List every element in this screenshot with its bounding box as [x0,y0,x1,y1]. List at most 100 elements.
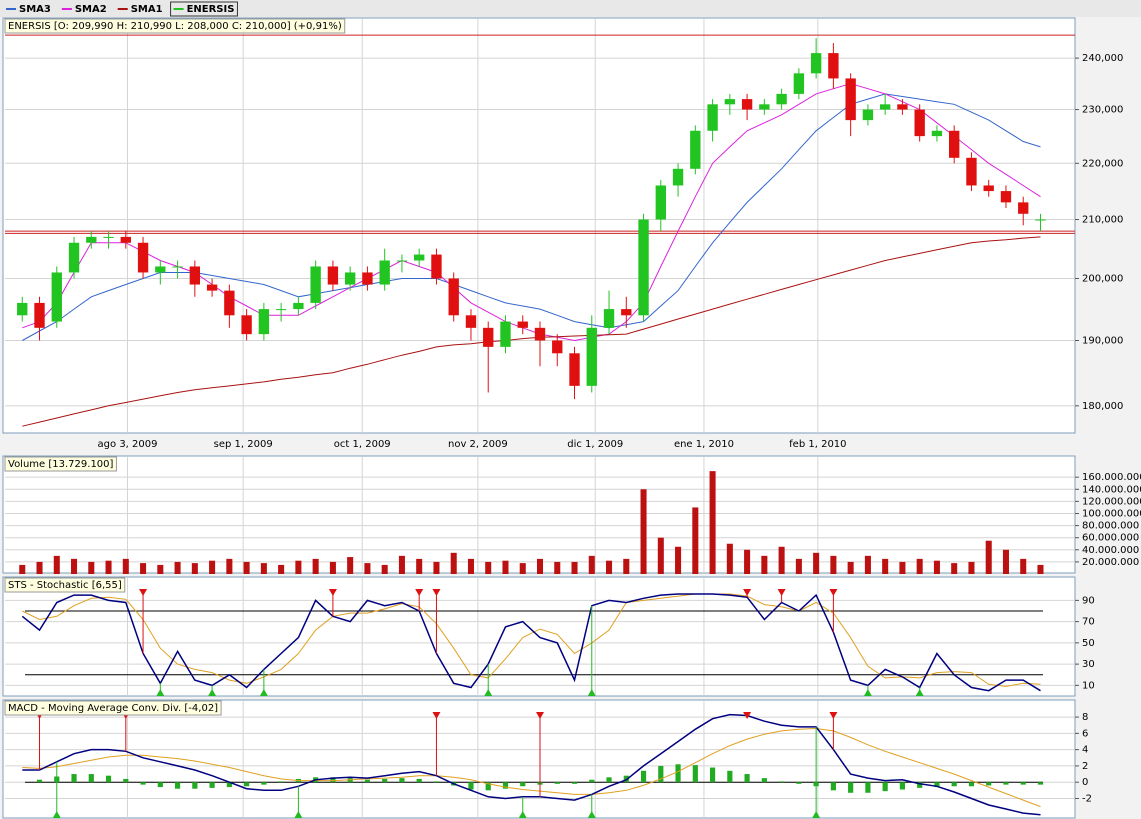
candle-body [707,104,718,131]
x-tick-label: ago 3, 2009 [98,439,158,450]
histogram-bar [244,782,250,787]
volume-bar [951,563,958,574]
volume-bar [830,555,837,574]
x-tick-label: nov 2, 2009 [448,439,508,450]
y-tick-label: 30 [1082,659,1095,670]
volume-bar [709,471,716,574]
candle-body [931,130,943,137]
volume-bar [416,558,423,574]
histogram-bar [330,777,336,783]
sma-line [22,236,1041,427]
candle-body [293,302,304,310]
histogram-bar [968,782,975,787]
histogram-bar [485,782,491,791]
candle-body [828,53,839,79]
candle-body [759,104,770,110]
volume-bar [985,540,992,574]
volume-bar [571,561,578,574]
y-tick-label: 2 [1082,761,1088,772]
candle-body [810,53,822,74]
candle-body [793,73,805,94]
volume-bar [588,555,595,574]
sell-signal [743,712,752,719]
histogram-bar [71,774,77,783]
candle-body [552,340,563,354]
histogram-bar [140,782,146,785]
candle-body [741,99,753,110]
volume-bar [968,561,975,574]
price-panel [2,17,1076,434]
y-tick-label: 80.000.000 [1082,521,1139,532]
panel-label-box [4,456,117,472]
x-tick-label: feb 1, 2010 [789,439,846,450]
histogram-bar [209,782,215,788]
buy-signal [915,689,924,696]
candle-body [966,157,977,186]
candle-body [379,260,390,285]
buy-signal [812,811,821,818]
candle-body [655,185,666,220]
candle-body [638,219,649,316]
sell-signal [139,589,148,596]
y-tick-label: 70 [1082,617,1095,628]
volume-bar [88,561,95,574]
candle-body [569,353,580,386]
candle-body [258,309,270,335]
volume-bar [209,560,216,574]
histogram-bar [899,782,906,790]
panel-label-box [4,18,346,34]
volume-bar [243,561,250,574]
buy-signal [156,689,165,696]
candle-body [34,302,45,328]
histogram-bar [416,778,422,783]
legend-label: ENERSIS [187,4,235,15]
candle-body [983,185,994,192]
volume-bar [140,563,147,574]
candle-body [344,272,356,285]
volume-bar [813,552,820,574]
histogram-bar [502,782,509,789]
y-tick-label: 50 [1082,638,1095,649]
volume-bar [519,563,526,574]
y-tick-label: 60.000.000 [1082,533,1139,544]
panel-label-box [4,577,126,593]
buy-signal [208,689,217,696]
histogram-bar [658,765,664,783]
sell-signal [743,589,752,596]
volume-bar [278,564,285,574]
volume-bar [36,561,43,574]
buy-signal [587,689,596,696]
histogram-bar [554,782,560,784]
volume-bar [536,558,544,574]
volume-bar [71,558,78,574]
volume-bar [744,549,751,574]
indicator-line [22,713,1041,816]
histogram-bar [1037,782,1044,785]
candle-body [897,104,908,110]
buy-signal [259,689,268,696]
candle-body [172,266,183,268]
panel-label: ENERSIS [O: 209,990 H: 210,990 L: 208,00… [8,21,342,32]
volume-bar [882,558,889,574]
y-tick-label: 4 [1082,745,1088,756]
volume-bar [606,560,613,574]
candle-body [776,93,787,105]
candle-body [396,260,408,262]
y-tick-label: 230,000 [1082,105,1123,116]
candle-body [327,266,339,285]
volume-bar [554,561,561,574]
volume-bar [933,560,940,574]
histogram-bar [692,765,698,783]
candle-body [103,236,114,238]
candle-body [86,236,97,243]
candle-body [362,272,373,285]
histogram-bar [865,782,871,793]
y-tick-label: 8 [1082,712,1088,723]
candle-body [1018,202,1029,214]
histogram-bar [727,770,733,783]
histogram-bar [36,779,43,783]
panel-label: Volume [13.729.100] [8,459,114,470]
histogram-bar [382,778,388,783]
volume-bar [122,558,129,574]
